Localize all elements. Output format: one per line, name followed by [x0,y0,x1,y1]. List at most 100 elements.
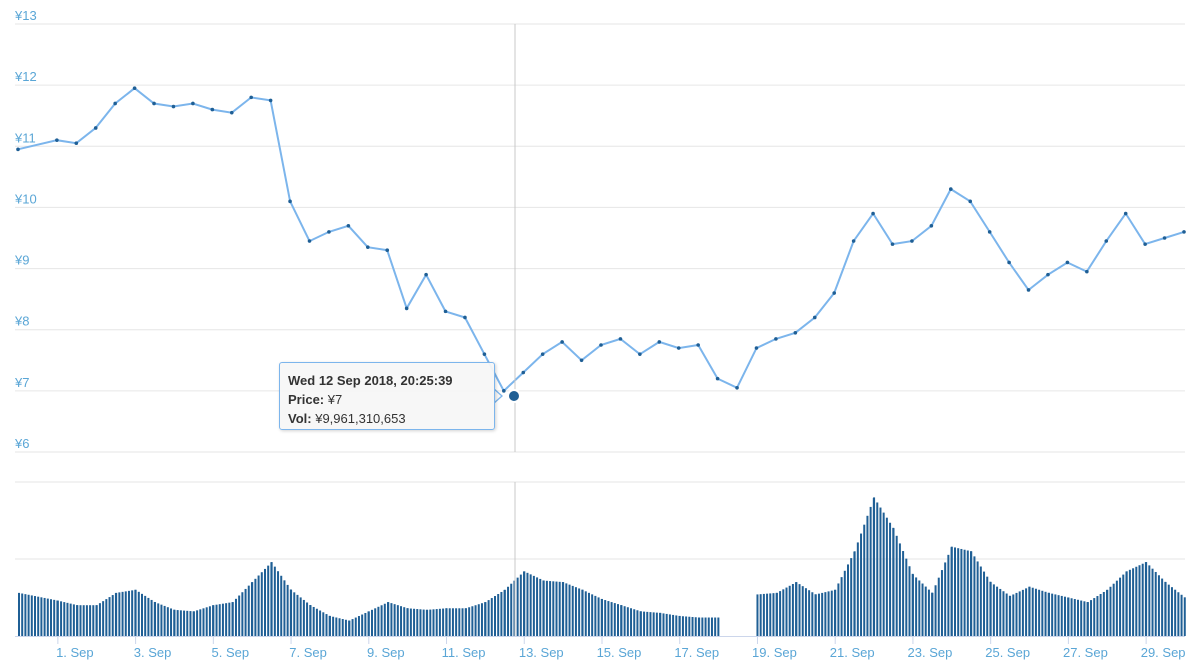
volume-bar [371,609,373,636]
volume-bar [367,611,370,636]
volume-bar [947,554,950,636]
volume-bar [1180,594,1183,636]
volume-bar [1012,594,1015,636]
volume-bar [701,617,704,636]
volume-bar [630,608,633,636]
volume-bar [115,592,118,636]
volume-bar [426,609,429,636]
volume-bar [672,614,675,636]
volume-bar [400,606,403,636]
volume-bar [319,610,322,636]
volume-bar [957,548,960,636]
volume-bar [626,607,629,636]
volume-bar [574,587,577,636]
volume-bar [390,603,393,636]
volume-bar [183,610,186,636]
volume-bar [147,597,150,636]
volume-bar [383,603,386,636]
price-point [949,187,953,191]
volume-bar [121,591,124,636]
volume-bar [1145,562,1148,636]
volume-bar [662,613,665,636]
volume-bar [1099,594,1102,636]
volume-bar [827,591,830,636]
volume-bar [105,599,108,636]
volume-bar [821,592,824,636]
volume-bar [1054,594,1057,636]
volume-bar [111,595,114,636]
volume-bar [322,612,325,636]
price-point [871,211,875,216]
volume-bar [649,612,652,636]
volume-bar [516,577,519,636]
volume-bar [902,551,905,636]
volume-bar [1148,565,1151,636]
price-point [424,272,428,277]
volume-bar [315,608,318,636]
price-point [191,101,195,106]
volume-bar [341,619,344,636]
price-point [249,95,253,100]
volume-bar [40,597,43,636]
price-point [1007,260,1011,265]
volume-bar [581,589,584,636]
volume-bar [963,549,966,636]
volume-bar [438,608,441,636]
volume-bar [141,593,143,636]
volume-bar [604,600,607,636]
volume-bar [448,608,451,636]
volume-bar [1009,595,1012,636]
volume-bar [497,594,500,636]
price-point [482,352,487,356]
x-tick-label: 25. Sep [985,645,1030,660]
volume-bar [257,575,260,636]
volume-bar [215,604,218,636]
volume-bar [688,616,691,636]
volume-bar [332,616,335,636]
volume-bar [212,605,215,636]
volume-bar [451,608,454,636]
volume-bar [500,591,503,636]
volume-bar [1174,589,1177,636]
price-point [987,230,992,234]
volume-bar [1038,589,1041,636]
volume-bar [999,588,1002,636]
volume-bar [885,517,888,636]
volume-bar [196,610,199,636]
volume-bar [513,580,516,636]
price-point [171,104,176,109]
volume-bar [536,577,539,636]
volume-bar [413,608,416,636]
volume-bar [801,586,804,636]
volume-bar [850,558,853,636]
y-tick-label: ¥12 [14,69,37,84]
volume-bar [519,574,522,636]
volume-bar [283,580,286,636]
volume-bar [542,580,545,636]
volume-bar [905,558,908,636]
volume-bar [523,571,526,636]
price-point [540,352,545,356]
volume-bar [804,588,807,636]
hover-marker[interactable] [507,389,521,403]
volume-bar [620,605,623,636]
volume-bar [286,584,289,636]
price-point [1026,288,1031,292]
volume-bar [1102,591,1105,636]
volume-bar [597,597,600,636]
volume-bar [416,609,419,636]
volume-bar [30,595,33,636]
volume-bar [562,582,565,636]
volume-bar [247,585,250,636]
tooltip-price-value: ¥7 [327,392,343,407]
volume-bar [1090,600,1093,636]
volume-bar [468,607,471,636]
volume-bar [1141,563,1144,636]
volume-bar [507,586,510,636]
volume-bar [124,591,127,636]
volume-bar [710,617,713,636]
tooltip: Wed 12 Sep 2018, 20:25:39 Price: ¥7 Vol:… [279,362,495,430]
volume-bar [18,592,20,636]
